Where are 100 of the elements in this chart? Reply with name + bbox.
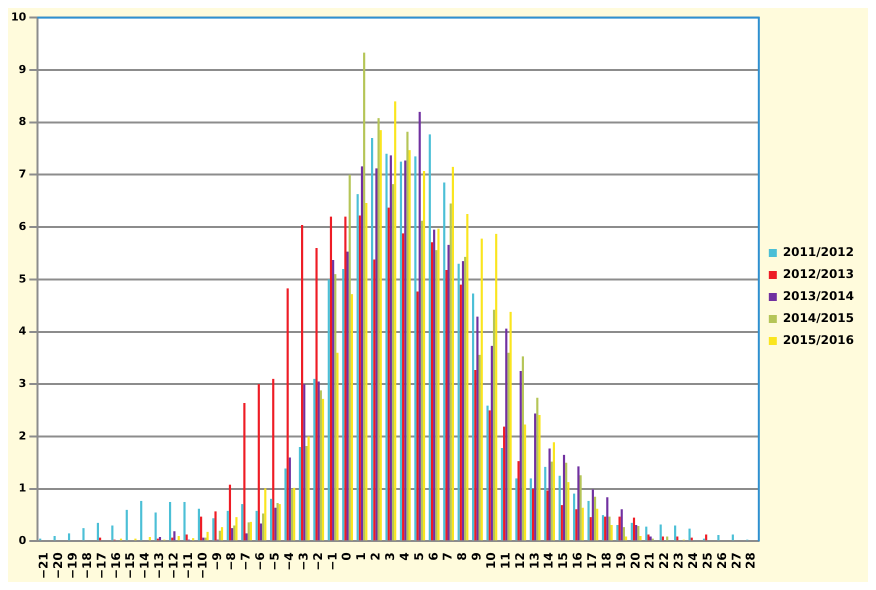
bar: [303, 384, 306, 540]
bar: [178, 536, 180, 540]
x-tick-label: 8: [455, 552, 470, 561]
x-tick-label: 18: [599, 552, 614, 569]
bar: [371, 138, 374, 540]
bar: [435, 250, 438, 540]
x-tick-label: 23: [672, 552, 686, 569]
bar: [567, 482, 570, 540]
bar: [256, 510, 258, 540]
bar: [154, 512, 157, 540]
x-tick-label: −18: [80, 552, 94, 580]
bar: [258, 384, 260, 540]
x-tick-label: 4: [397, 552, 412, 561]
bar: [328, 279, 330, 540]
bar: [610, 525, 613, 540]
bar: [298, 446, 302, 540]
bar: [620, 509, 623, 540]
bar: [616, 525, 618, 540]
x-tick-label: −4: [282, 552, 296, 571]
x-tick-label: −16: [108, 552, 123, 580]
bar: [450, 203, 452, 540]
bar: [392, 184, 394, 540]
bar: [375, 168, 378, 540]
bar: [630, 522, 633, 540]
x-tick-label: 13: [527, 552, 542, 569]
bar: [565, 462, 568, 540]
bar: [495, 234, 498, 540]
bar: [264, 488, 266, 540]
bar: [233, 526, 236, 540]
x-tick-label: 11: [498, 552, 512, 569]
x-tick-label: 17: [584, 552, 599, 569]
bar: [666, 536, 668, 540]
bar: [243, 403, 246, 540]
bar: [492, 310, 496, 540]
bar: [462, 261, 464, 540]
bar: [96, 522, 99, 540]
bar: [262, 513, 264, 540]
bar: [550, 462, 553, 540]
x-tick-label: 6: [426, 552, 440, 561]
x-tick-label: −3: [296, 552, 310, 571]
bar: [590, 517, 592, 540]
bar: [433, 230, 436, 540]
bar: [488, 410, 491, 540]
x-tick-label: 14: [542, 552, 556, 569]
x-tick-label: 28: [744, 552, 758, 569]
bar: [596, 508, 598, 540]
bar: [308, 436, 310, 540]
y-tick-label: 2: [18, 429, 26, 442]
bar: [380, 130, 382, 540]
bar: [538, 415, 541, 540]
bar: [286, 288, 289, 540]
bar: [322, 398, 324, 540]
y-tick-label: 4: [18, 324, 27, 338]
bar: [171, 538, 174, 540]
bar: [214, 511, 217, 540]
bar: [582, 508, 584, 540]
bar: [558, 476, 561, 540]
bar: [632, 518, 636, 540]
bar: [602, 515, 604, 540]
bar: [592, 489, 594, 540]
x-tick-label: −14: [138, 552, 152, 580]
bar: [676, 536, 678, 540]
bar: [373, 260, 376, 540]
bar: [560, 505, 563, 540]
bar: [385, 154, 388, 540]
x-tick-label: −21: [36, 552, 51, 580]
bar: [418, 112, 421, 540]
bar: [200, 516, 202, 540]
bar: [220, 527, 224, 540]
bar: [515, 478, 518, 540]
bar: [472, 294, 474, 540]
bar: [378, 118, 380, 540]
bar: [346, 252, 349, 540]
bar: [183, 502, 186, 540]
legend-label: 2015/2016: [782, 333, 854, 348]
bar: [394, 101, 396, 540]
x-tick-label: 22: [657, 552, 672, 569]
x-tick-label: 25: [700, 552, 714, 569]
x-tick-label: −9: [210, 552, 224, 571]
x-tick-label: 10: [484, 552, 498, 569]
x-tick-label: −5: [268, 552, 282, 571]
bar: [532, 488, 534, 540]
bar: [420, 220, 423, 540]
bar: [293, 488, 296, 540]
x-tick-label: 16: [570, 552, 585, 569]
bar: [226, 510, 229, 540]
bar: [443, 182, 446, 540]
bar: [360, 166, 364, 540]
x-tick-label: 1: [354, 552, 368, 561]
bar: [332, 260, 334, 540]
bar: [348, 174, 351, 540]
y-tick-label: 3: [18, 377, 26, 390]
bar: [284, 468, 287, 540]
x-tick-label: 9: [470, 552, 484, 561]
bar: [536, 398, 538, 540]
bar: [400, 162, 402, 540]
legend-label: 2014/2015: [782, 311, 854, 326]
legend-label: 2013/2014: [782, 289, 854, 304]
bar: [140, 500, 142, 540]
x-tick-label: 3: [382, 552, 397, 561]
